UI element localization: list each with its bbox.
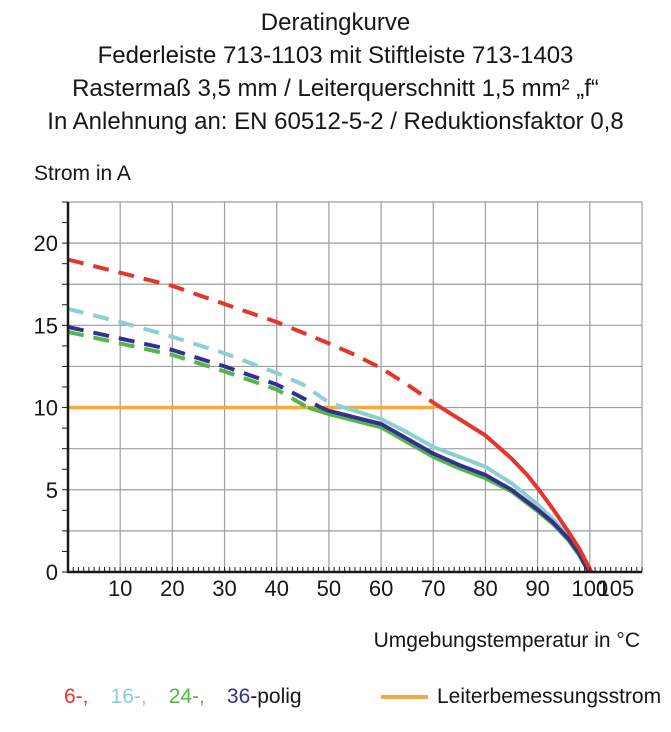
svg-text:10: 10: [108, 576, 132, 601]
legend-item-24polig: 24-,: [168, 685, 205, 708]
svg-text:100: 100: [571, 576, 608, 601]
chart-subtitle-standard: In Anlehnung an: EN 60512-5-2 / Reduktio…: [47, 108, 624, 135]
svg-text:105: 105: [598, 576, 635, 601]
svg-text:20: 20: [160, 576, 184, 601]
chart-subtitle-spec: Rastermaß 3,5 mm / Leiterquerschnitt 1,5…: [72, 75, 599, 102]
svg-text:60: 60: [369, 576, 393, 601]
svg-text:40: 40: [264, 576, 288, 601]
svg-text:20: 20: [34, 231, 58, 256]
chart-title-block: Deratingkurve Federleiste 713-1103 mit S…: [0, 6, 671, 138]
chart-title: Deratingkurve: [260, 9, 411, 36]
legend-item-6polig: 6-,: [64, 685, 89, 708]
svg-text:15: 15: [34, 313, 58, 338]
svg-text:50: 50: [317, 576, 341, 601]
legend-item-16polig: 16-,: [110, 685, 147, 708]
reference-line-legend: Leiterbemessungsstrom: [381, 685, 661, 709]
svg-text:90: 90: [525, 576, 549, 601]
y-axis-title: Strom in A: [34, 162, 131, 185]
x-axis-title: Umgebungstemperatur in °C: [373, 629, 640, 652]
svg-text:30: 30: [212, 576, 236, 601]
chart-legend: 6-, 16-, 24-, 36 -polig: [64, 685, 302, 709]
legend-item-36polig-number: 36: [226, 685, 251, 708]
svg-text:70: 70: [421, 576, 445, 601]
legend-item-polig-suffix: -polig: [250, 685, 302, 708]
reference-line-swatch: [381, 695, 428, 699]
svg-text:0: 0: [46, 560, 58, 585]
legend-item-36polig: 36 -polig: [227, 685, 302, 709]
svg-text:10: 10: [34, 396, 58, 421]
reference-line-label: Leiterbemessungsstrom: [437, 685, 662, 708]
chart-subtitle-product: Federleiste 713-1103 mit Stiftleiste 713…: [97, 42, 574, 69]
svg-text:5: 5: [46, 478, 58, 503]
svg-text:80: 80: [473, 576, 497, 601]
